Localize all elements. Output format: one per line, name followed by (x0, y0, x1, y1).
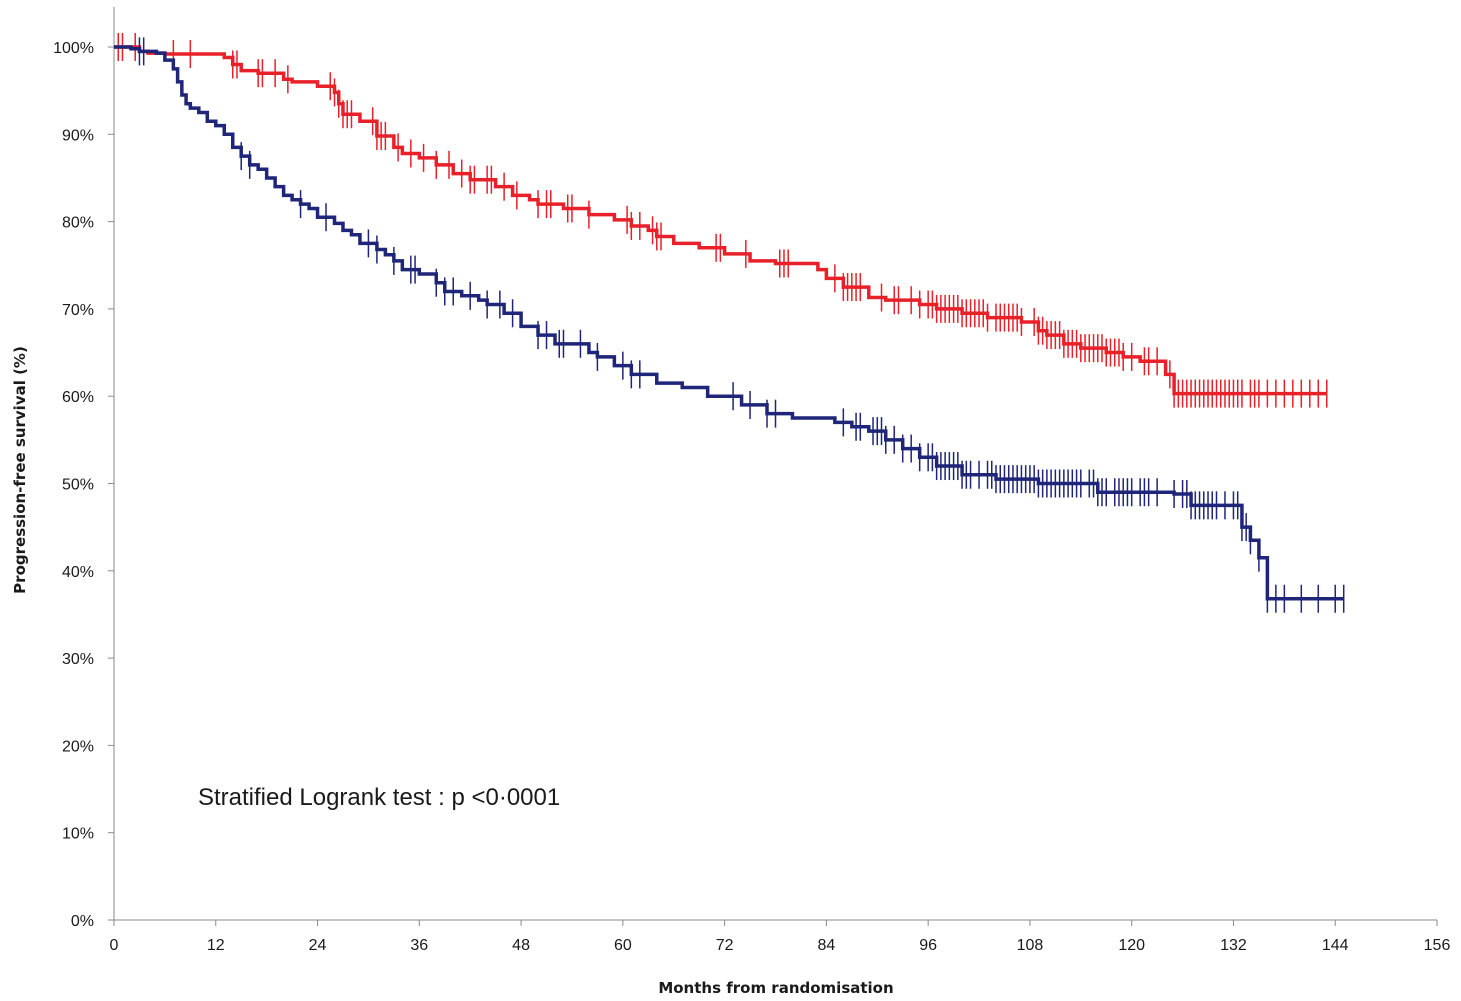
y-tick-label: 50% (62, 477, 94, 494)
y-tick-label: 40% (62, 564, 94, 581)
y-axis-title: Progression-free survival (%) (11, 346, 29, 594)
axes (113, 7, 1437, 921)
survival-curve-2 (114, 45, 1344, 601)
y-tick-label: 80% (62, 215, 94, 232)
y-tick-label: 10% (62, 826, 94, 843)
x-tick-label: 48 (512, 937, 530, 954)
y-tick-label: 30% (62, 651, 94, 668)
survival-curve-1 (114, 45, 1327, 396)
y-tick-label: 70% (62, 302, 94, 319)
x-tick-label: 24 (309, 937, 327, 954)
x-tick-label: 0 (110, 937, 119, 954)
series-group (114, 33, 1345, 613)
x-tick-label: 60 (614, 937, 632, 954)
y-tick-label: 0% (71, 913, 94, 930)
series-2 (114, 37, 1345, 613)
y-tick-label: 20% (62, 738, 94, 755)
logrank-annotation: Stratified Logrank test : p <0·0001 (198, 784, 560, 811)
y-axis-ticks: 0% 10% 20% 30% 40% 50% 60% 70% 80% 90% 100% (53, 40, 114, 930)
y-tick-label: 90% (62, 127, 94, 144)
x-tick-label: 132 (1220, 937, 1247, 954)
x-tick-label: 84 (817, 937, 835, 954)
x-axis-title: Months from randomisation (658, 979, 893, 997)
series-1 (114, 33, 1328, 408)
x-tick-label: 96 (919, 937, 937, 954)
x-tick-label: 156 (1424, 937, 1451, 954)
x-tick-label: 108 (1017, 937, 1044, 954)
x-tick-label: 72 (716, 937, 734, 954)
x-tick-label: 36 (410, 937, 428, 954)
x-tick-label: 12 (207, 937, 225, 954)
y-tick-label: 100% (53, 40, 94, 57)
x-tick-label: 144 (1322, 937, 1349, 954)
x-axis-ticks: 0 12 24 36 48 60 72 84 96 108 120 132 144 156 (110, 920, 1451, 954)
x-tick-label: 120 (1118, 937, 1145, 954)
y-tick-label: 60% (62, 389, 94, 406)
